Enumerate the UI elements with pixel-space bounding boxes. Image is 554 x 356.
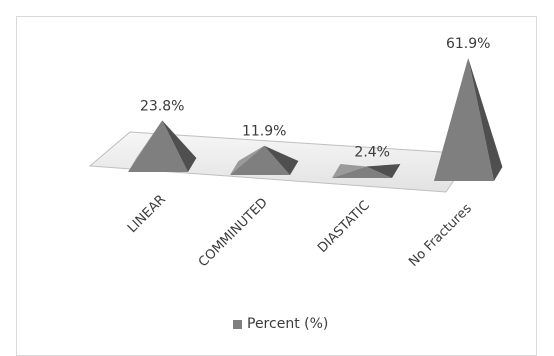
pyramid-face-right [162,120,197,172]
pyramid-face-left [230,145,265,175]
pyramid-face-left [332,164,367,178]
data-label: 2.4% [354,145,390,161]
pyramid-bar-diastatic [332,164,401,178]
pyramid-face-left [128,120,163,172]
pyramid-face-right [468,58,503,181]
data-label: 61.9% [446,36,490,52]
pyramid-face-front [128,120,188,172]
category-label: DIASTATIC [315,198,373,256]
pyramid-bar-comminuted [230,145,299,175]
pyramid-face-front [230,145,290,175]
category-label: COMMINUTED [196,195,271,270]
legend-swatch [233,319,242,329]
legend: Percent (%) [233,316,328,332]
category-label: LINEAR [125,192,169,236]
data-label: 11.9% [242,124,286,140]
pyramid-face-right [366,164,401,178]
pyramid-face-front [434,58,494,181]
pyramid-chart: 23.8% LINEAR 11.9% COMMINUTED 2.4% DIASTATIC 6… [88,36,503,270]
pyramid-face-right [264,145,299,175]
pyramid-face-front [332,166,392,178]
category-label: No Fractures [406,201,475,270]
pyramid-bar-no-fractures [434,58,503,181]
legend-label: Percent (%) [247,316,329,332]
pyramid-bar-linear [128,120,197,172]
data-label: 23.8% [140,98,184,114]
